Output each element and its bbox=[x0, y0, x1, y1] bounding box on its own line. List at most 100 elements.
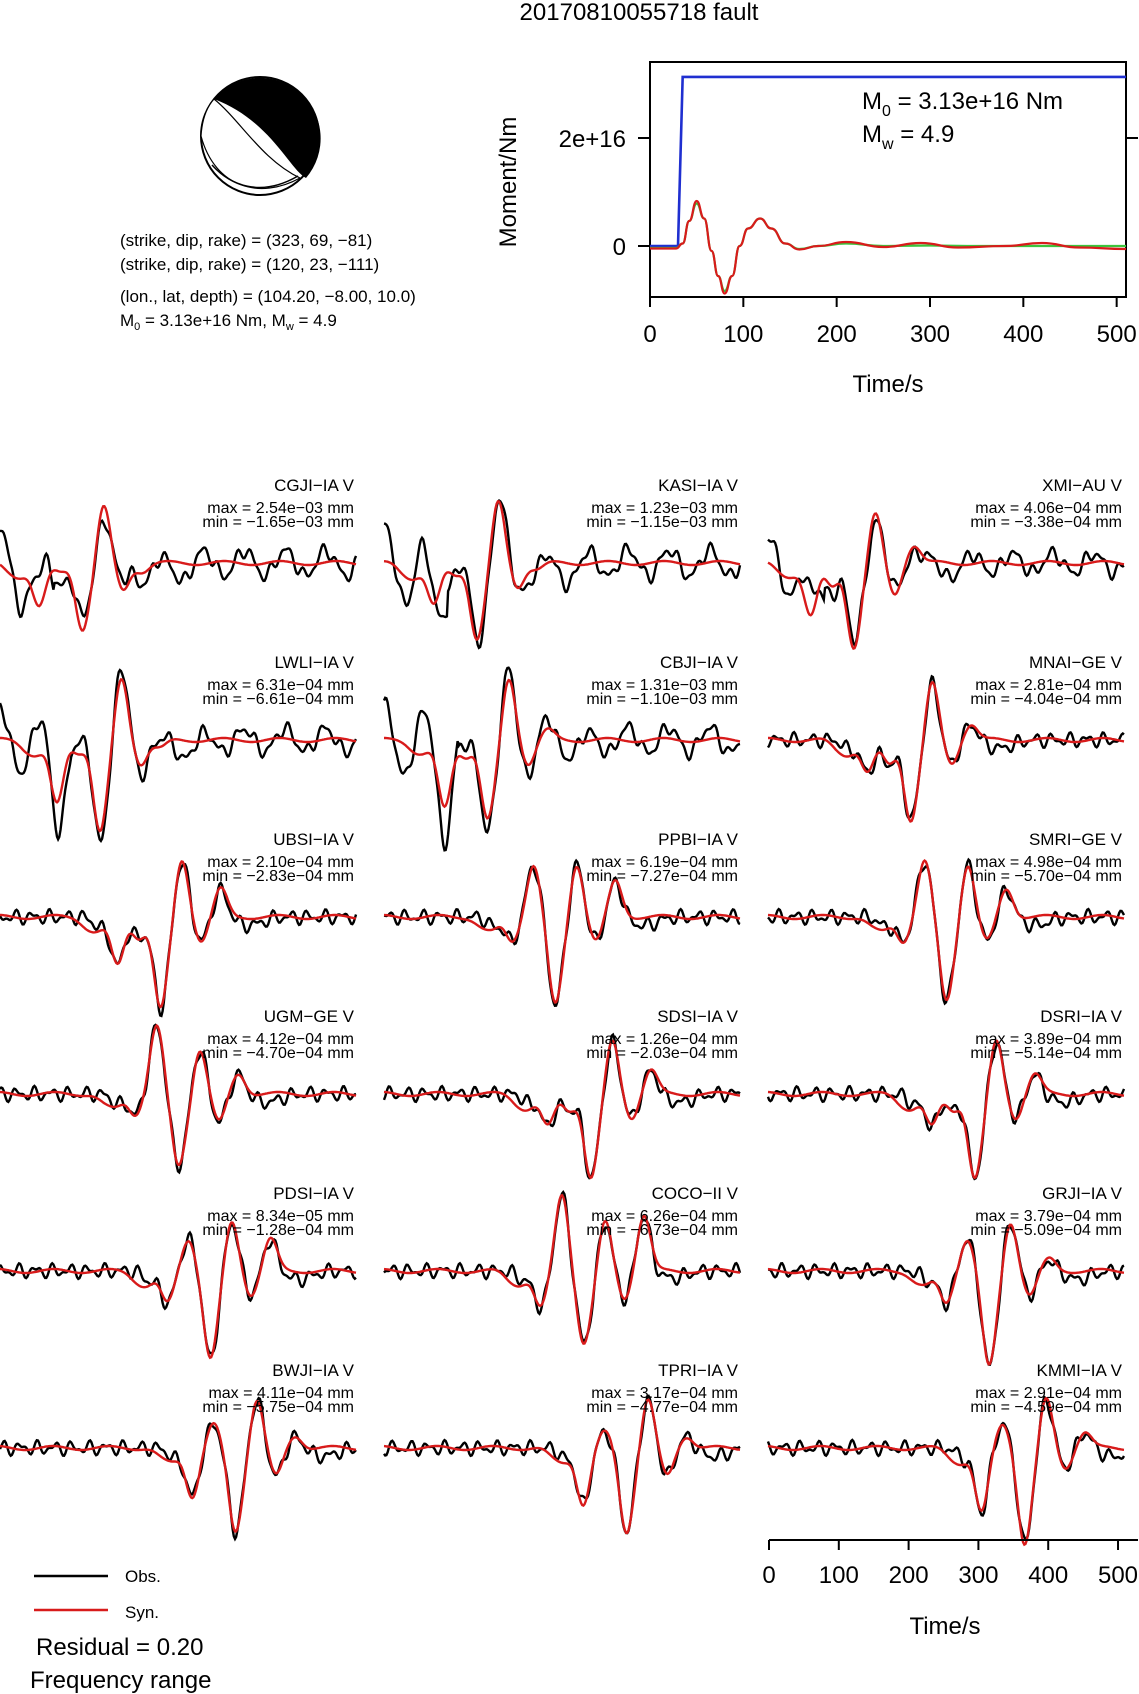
station-max: max = 1.31e−03 mm bbox=[591, 677, 738, 694]
moment-x-tick-label: 100 bbox=[723, 321, 763, 348]
station-max: max = 2.81e−04 mm bbox=[975, 677, 1122, 694]
synthetic-waveform bbox=[0, 504, 357, 632]
station-min: min = −4.77e−04 mm bbox=[586, 1399, 738, 1416]
waveform-x-label: Time/s bbox=[909, 1613, 980, 1640]
station-name: LWLI−IA V bbox=[274, 653, 354, 672]
observed-waveform bbox=[0, 1396, 357, 1542]
station-max: max = 2.10e−04 mm bbox=[207, 854, 354, 871]
station-max: max = 4.11e−04 mm bbox=[208, 1385, 354, 1402]
synthetic-waveform bbox=[0, 860, 357, 1009]
synthetic-waveform bbox=[767, 858, 1125, 1001]
synthetic-waveform bbox=[767, 1397, 1125, 1547]
station-name: TPRI−IA V bbox=[658, 1361, 738, 1380]
station-max: max = 2.54e−03 mm bbox=[207, 500, 354, 517]
synthetic-waveform bbox=[0, 1400, 357, 1533]
station-name: KMMI−IA V bbox=[1037, 1361, 1123, 1380]
mechanism-line-3: (lon., lat, depth) = (104.20, −8.00, 10.… bbox=[120, 287, 416, 306]
observed-waveform bbox=[383, 1394, 741, 1535]
waveform-x-axis: 0 100 200 300 400 500 bbox=[762, 1539, 1138, 1589]
station-name: CGJI−IA V bbox=[274, 476, 354, 495]
station-max: max = 3.89e−04 mm bbox=[975, 1031, 1122, 1048]
observed-waveform bbox=[767, 857, 1126, 1006]
waveform-x-tick-label: 0 bbox=[762, 1562, 775, 1589]
legend-obs-label: Obs. bbox=[125, 1567, 161, 1586]
station-min: min = −1.10e−03 mm bbox=[586, 691, 738, 708]
observed-waveform bbox=[0, 519, 358, 619]
residual-label: Residual = 0.20 bbox=[36, 1634, 203, 1661]
station-name: SMRI−GE V bbox=[1029, 830, 1123, 849]
cumulative-moment-line bbox=[650, 75, 1126, 248]
synthetic-waveform bbox=[767, 512, 1125, 650]
station-min: min = −6.73e−04 mm bbox=[586, 1222, 738, 1239]
station-name: PDSI−IA V bbox=[273, 1184, 354, 1203]
moment-y-tick-2e16: 2e+16 bbox=[559, 126, 626, 153]
moment-m0-annotation: M0 = 3.13e+16 Nm bbox=[862, 88, 1063, 120]
observed-waveform bbox=[0, 862, 358, 1018]
station-max: max = 3.17e−04 mm bbox=[591, 1385, 738, 1402]
waveform-x-tick-label: 100 bbox=[819, 1562, 859, 1589]
station-min: min = −2.83e−04 mm bbox=[202, 868, 354, 885]
moment-x-tick-label: 200 bbox=[817, 321, 857, 348]
moment-y-label: Moment/Nm bbox=[495, 117, 522, 248]
moment-y-tick-0: 0 bbox=[613, 234, 626, 261]
synthetic-waveform bbox=[0, 678, 357, 833]
station-max: max = 6.26e−04 mm bbox=[591, 1208, 738, 1225]
station-name: CBJI−IA V bbox=[660, 653, 739, 672]
station-min: min = −3.38e−04 mm bbox=[970, 514, 1122, 531]
mechanism-line-1: (strike, dip, rake) = (323, 69, −81) bbox=[120, 231, 372, 250]
focal-mechanism-beachball bbox=[200, 76, 321, 196]
station-max: max = 3.79e−04 mm bbox=[975, 1208, 1122, 1225]
observed-waveform bbox=[0, 1223, 357, 1355]
station-name: UBSI−IA V bbox=[273, 830, 354, 849]
mechanism-line-2: (strike, dip, rake) = (120, 23, −111) bbox=[120, 255, 379, 274]
moment-x-axis: 0 100 200 300 400 500 bbox=[643, 297, 1137, 348]
station-name: GRJI−IA V bbox=[1042, 1184, 1122, 1203]
station-max: max = 4.06e−04 mm bbox=[975, 500, 1122, 517]
station-max: max = 6.19e−04 mm bbox=[591, 854, 738, 871]
station-min: min = −5.75e−04 mm bbox=[202, 1399, 354, 1416]
mechanism-line-4: M0 = 3.13e+16 Nm, Mw = 4.9 bbox=[120, 311, 337, 333]
synthetic-waveform bbox=[383, 864, 741, 1004]
moment-x-tick-label: 500 bbox=[1097, 321, 1137, 348]
station-name: XMI−AU V bbox=[1042, 476, 1122, 495]
synthetic-waveform bbox=[767, 1223, 1125, 1366]
observed-waveform bbox=[0, 668, 358, 844]
synthetic-waveform bbox=[383, 500, 741, 642]
synthetic-waveform bbox=[383, 1039, 741, 1180]
station-max: max = 8.34e−05 mm bbox=[207, 1208, 354, 1225]
synthetic-waveform bbox=[0, 1221, 357, 1360]
observed-waveform bbox=[767, 518, 1125, 648]
station-max: max = 1.26e−04 mm bbox=[591, 1031, 738, 1048]
station-min: min = −1.28e−04 mm bbox=[202, 1222, 354, 1239]
observed-waveform bbox=[766, 1042, 1126, 1181]
moment-x-label: Time/s bbox=[852, 371, 923, 398]
station-min: min = −5.70e−04 mm bbox=[970, 868, 1122, 885]
observed-waveform bbox=[767, 1224, 1125, 1367]
synthetic-waveform bbox=[767, 1039, 1125, 1180]
station-max: max = 4.98e−04 mm bbox=[975, 854, 1122, 871]
station-min: min = −4.70e−04 mm bbox=[202, 1045, 354, 1062]
station-name: KASI−IA V bbox=[658, 476, 739, 495]
moment-x-tick-label: 300 bbox=[910, 321, 950, 348]
observed-waveform bbox=[382, 1032, 741, 1180]
legend-syn-label: Syn. bbox=[125, 1603, 159, 1622]
station-min: min = −4.04e−04 mm bbox=[970, 691, 1122, 708]
station-min: min = −1.15e−03 mm bbox=[586, 514, 738, 531]
station-max: max = 2.91e−04 mm bbox=[975, 1385, 1122, 1402]
synthetic-waveform bbox=[384, 678, 741, 820]
legend: Obs. Syn. bbox=[34, 1567, 161, 1622]
observed-waveform bbox=[766, 1395, 1126, 1541]
moment-plot: 0 100 200 300 400 500 0 2e+16 Moment/Nm Time/… bbox=[495, 61, 1138, 398]
station-name: SDSI−IA V bbox=[657, 1007, 738, 1026]
